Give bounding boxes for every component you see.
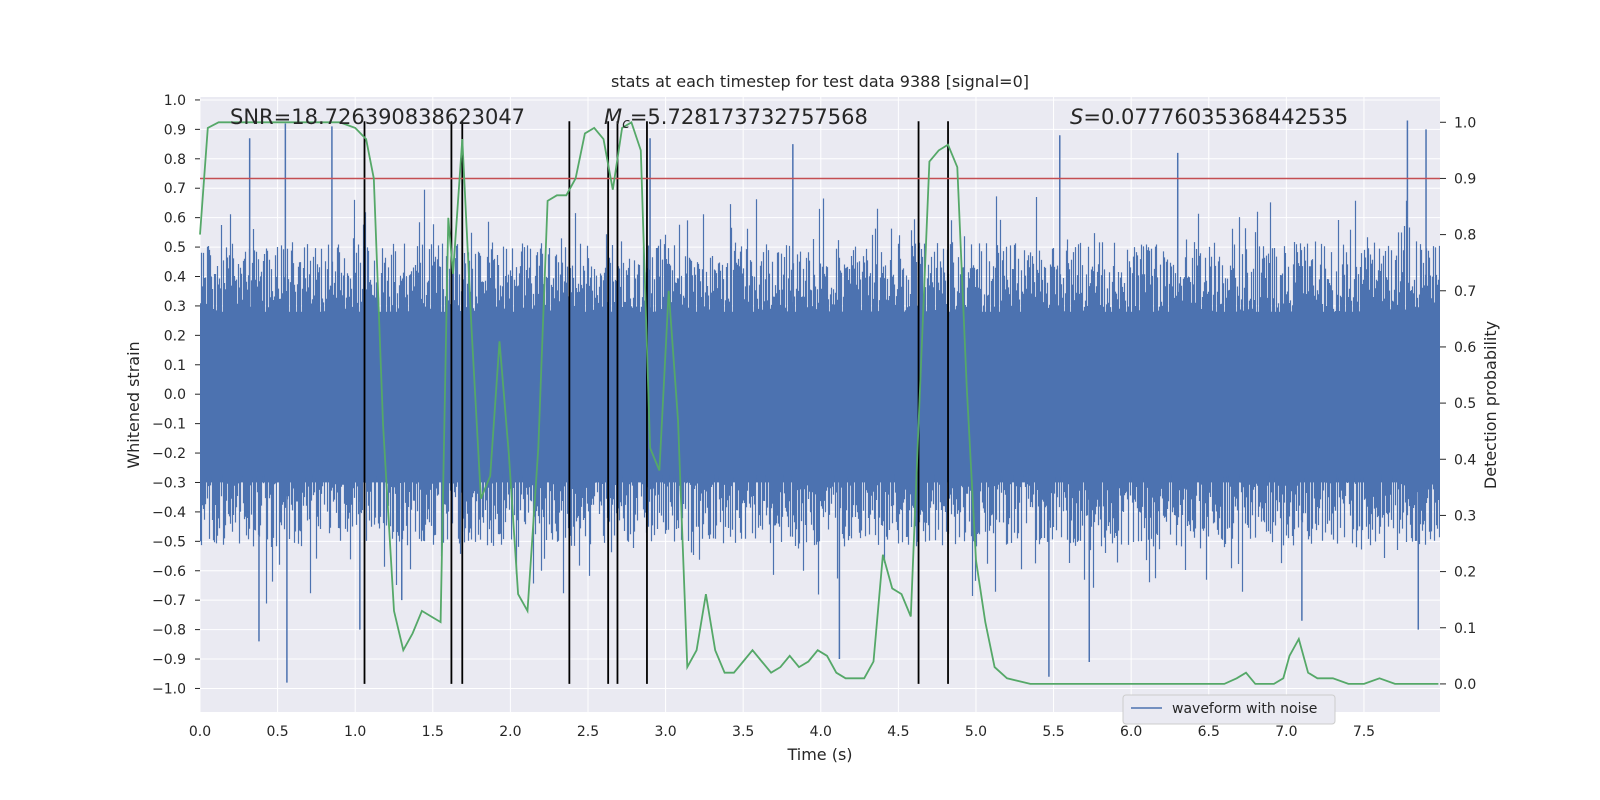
y2-axis-ticks: 1.0 0.9 0.8 0.7 0.6 0.5 0.4 0.3 0.2 0.1 0.0 [1440,115,1476,693]
y-tick-label-10: 0.0 [164,387,186,403]
y2-axis-label: Detection probability [1481,321,1500,489]
mc-annotation: Mc=5.728173732757568 [604,105,868,132]
y-tick-label-8: 0.2 [164,328,186,344]
y-axis-label: Whitened strain [124,341,143,468]
y-tick-label-13: −0.3 [152,475,186,491]
y-tick-label-14: −0.4 [152,505,186,521]
y-tick-label-6: 0.4 [164,269,186,285]
y2-tick-label-6: 0.4 [1454,452,1476,468]
x-tick-label-9: 4.5 [887,724,909,740]
chart-title: stats at each timestep for test data 938… [611,72,1029,91]
y-tick-label-5: 0.5 [164,240,186,256]
x-tick-label-5: 2.5 [577,724,599,740]
y-tick-label-12: −0.2 [152,446,186,462]
event-markers [363,121,949,684]
legend-label: waveform with noise [1172,701,1317,717]
y2-tick-label-9: 0.1 [1454,621,1476,637]
x-axis-ticks: 0.0 0.5 1.0 1.5 2.0 2.5 3.0 3.5 4.0 4.5 5.0 5.5 6.0 6… [189,724,1375,740]
y-tick-label-3: 0.7 [164,181,186,197]
y2-tick-label-3: 0.7 [1454,284,1476,300]
legend: waveform with noise [1122,694,1336,725]
y2-tick-label-10: 0.0 [1454,677,1476,693]
probability-line [199,120,1439,685]
x-tick-label-10: 5.0 [965,724,987,740]
x-tick-label-12: 6.0 [1120,724,1142,740]
x-tick-label-13: 6.5 [1198,724,1220,740]
y-tick-label-0: 1.0 [164,93,186,109]
x-tick-label-11: 5.5 [1042,724,1064,740]
y2-tick-label-0: 1.0 [1454,115,1476,131]
y2-tick-label-7: 0.3 [1454,508,1476,524]
y-tick-label-16: −0.6 [152,564,186,580]
waveform-series [200,120,1440,683]
y-tick-label-19: −0.9 [152,652,186,668]
y-tick-label-17: −0.7 [152,593,186,609]
y2-tick-label-5: 0.5 [1454,396,1476,412]
x-axis-label: Time (s) [786,745,852,764]
detection-probability-series [199,120,1439,685]
x-tick-label-15: 7.5 [1353,724,1375,740]
snr-annotation: SNR=18.726390838623047 [230,105,525,129]
y-tick-label-7: 0.3 [164,299,186,315]
y-tick-label-4: 0.6 [164,211,186,227]
x-tick-label-0: 0.0 [189,724,211,740]
y-tick-label-15: −0.5 [152,534,186,550]
x-tick-label-3: 1.5 [422,724,444,740]
y2-tick-label-8: 0.2 [1454,565,1476,581]
x-tick-label-7: 3.5 [732,724,754,740]
x-tick-label-4: 2.0 [499,724,521,740]
y2-tick-label-4: 0.6 [1454,340,1476,356]
x-tick-label-6: 3.0 [654,724,676,740]
y-tick-label-11: −0.1 [152,417,186,433]
y-tick-label-1: 0.9 [164,122,186,138]
s-annotation: S=0.07776035368442535 [1070,105,1348,129]
y-axis-ticks: 1.0 0.9 0.8 0.7 0.6 0.5 0.4 0.3 0.2 0.1 0.0 −0.1 −0.… [152,93,200,697]
y2-tick-label-1: 0.9 [1454,171,1476,187]
y-tick-label-18: −0.8 [152,623,186,639]
x-tick-label-2: 1.0 [344,724,366,740]
x-tick-label-14: 7.0 [1275,724,1297,740]
y-tick-label-20: −1.0 [152,681,186,697]
y-tick-label-2: 0.8 [164,152,186,168]
y2-tick-label-2: 0.8 [1454,228,1476,244]
y-tick-label-9: 0.1 [164,358,186,374]
x-tick-label-8: 4.0 [810,724,832,740]
legend-box [1122,694,1336,725]
x-tick-label-1: 0.5 [266,724,288,740]
